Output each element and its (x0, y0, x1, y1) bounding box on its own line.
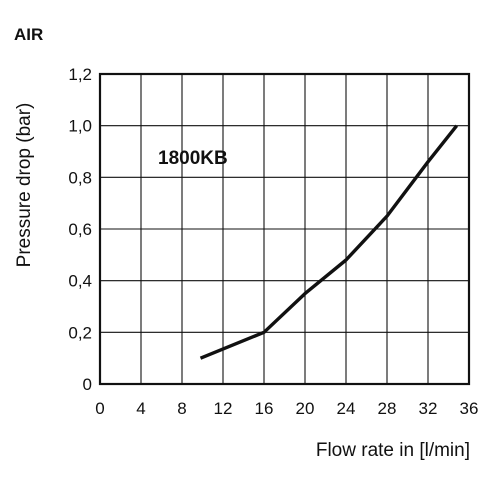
chart-title: AIR (14, 25, 43, 44)
plot-frame (98, 72, 471, 386)
x-tick-label: 32 (419, 399, 438, 418)
y-tick-label: 0,2 (68, 323, 92, 342)
y-tick-label: 1,0 (68, 117, 92, 136)
y-axis-title: Pressure drop (bar) (14, 103, 35, 268)
y-tick-label: 0,8 (68, 168, 92, 187)
data-series (199, 124, 459, 360)
y-tick-label: 1,2 (68, 65, 92, 84)
y-axis-ticks: 0 0,2 0,4 0,6 0,8 1,0 1,2 (68, 65, 92, 394)
y-tick-label: 0,4 (68, 272, 92, 291)
x-tick-label: 0 (95, 399, 104, 418)
x-tick-label: 28 (378, 399, 397, 418)
x-tick-label: 8 (177, 399, 186, 418)
x-tick-label: 12 (214, 399, 233, 418)
x-tick-label: 24 (337, 399, 356, 418)
x-axis-ticks: 0 4 8 12 16 20 24 28 32 36 (95, 399, 478, 418)
grid-lines (100, 74, 469, 384)
x-tick-label: 20 (296, 399, 315, 418)
curve-annotation-label: 1800KB (158, 148, 228, 169)
y-tick-label: 0,6 (68, 220, 92, 239)
x-tick-label: 36 (460, 399, 479, 418)
x-axis-title: Flow rate in [l/min] (316, 440, 470, 461)
x-tick-label: 4 (136, 399, 145, 418)
y-tick-label: 0 (83, 375, 92, 394)
series-line (199, 124, 459, 360)
x-tick-label: 16 (255, 399, 274, 418)
